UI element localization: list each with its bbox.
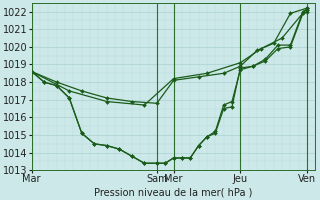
X-axis label: Pression niveau de la mer( hPa ): Pression niveau de la mer( hPa ) [94, 187, 253, 197]
